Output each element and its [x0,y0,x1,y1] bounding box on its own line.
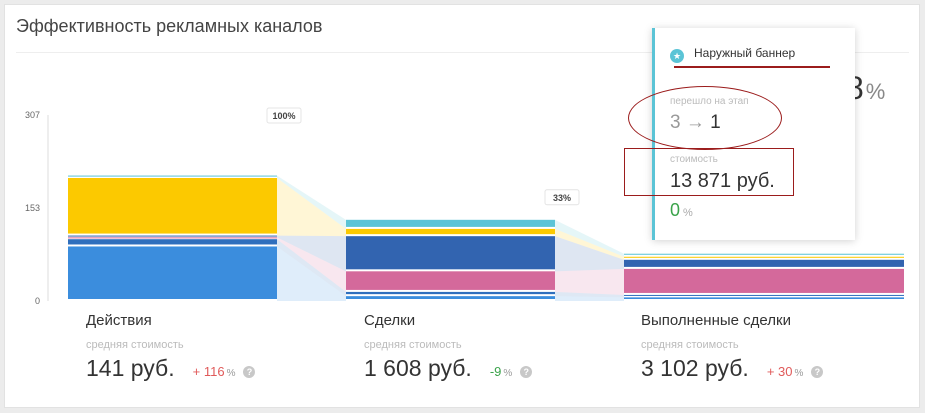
bar-segment [346,228,555,235]
stage-name: Сделки [364,312,416,329]
bar-segment [346,271,555,290]
stage-avg-cost: 141 руб. [86,355,175,381]
stage-sub-label: средняя стоимость [86,339,184,351]
funnel-flow [555,228,624,260]
bar-segment [624,297,904,299]
funnel-flow [277,246,346,301]
bar-segment [68,246,277,299]
bar-segment [624,256,904,258]
stage-actions: Действия средняя стоимость 141 руб. + 116… [86,312,326,382]
tooltip-percent-unit: % [683,207,693,219]
stage-deals: Сделки средняя стоимость 1 608 руб. -9%? [364,312,604,382]
stage-sub-label: средняя стоимость [641,339,739,351]
tooltip-header: ★ Наружный баннер [670,46,795,63]
stage-change: + 30% [767,364,804,379]
title-divider [16,52,909,53]
conversion-label-box [544,189,580,206]
tooltip-channel-name: Наружный баннер [694,46,796,60]
bar-segment [68,235,277,237]
bar-segment [346,219,555,227]
stage-avg-cost: 3 102 руб. [641,355,749,381]
tooltip-cost: 13 871 руб. [670,170,775,192]
stage-change-unit: % [794,368,804,379]
bar-segment [624,294,904,296]
y-tick-label: 153 [25,203,40,213]
annotation-rectangle [624,148,794,196]
help-icon[interactable]: ? [520,366,533,378]
tooltip-percent: 0% [670,200,693,221]
y-tick-label: 0 [35,296,40,306]
bar-segment [624,253,904,255]
stage-name: Действия [86,312,152,329]
annotation-underline [674,66,830,68]
bar-segment [68,175,277,177]
stage-change: -9% [490,364,512,379]
funnel-flow [555,268,624,295]
stage-change-unit: % [226,368,236,379]
funnel-flow [555,219,624,257]
funnel-flow [555,236,624,272]
bar-segment [346,291,555,295]
star-icon: ★ [670,49,684,63]
stage-name: Выполненные сделки [641,312,791,329]
bar-segment [346,236,555,270]
help-icon[interactable]: ? [243,366,256,378]
help-icon[interactable]: ? [811,366,824,378]
bar-segment [68,178,277,234]
funnel-flow [277,235,346,272]
bar-segment [624,259,904,267]
bar-segment [68,237,277,239]
bar-segment [346,296,555,299]
funnel-flow [555,291,624,298]
stage-change-value: + 116 [192,364,225,379]
conversion-percent-unit: % [865,79,886,104]
tooltip-cost-label: стоимость [670,154,718,165]
conversion-label-box [266,107,302,124]
funnel-flow [277,239,346,297]
funnel-flow [277,178,346,237]
stage-completed-deals: Выполненные сделки средняя стоимость 3 1… [641,312,881,382]
page-title: Эффективность рекламных каналов [16,16,323,36]
stage-avg-cost: 1 608 руб. [364,355,472,381]
bar-segment [624,268,904,293]
funnel-flow [277,175,346,229]
funnel-flow [277,237,346,292]
stage-sub-label: средняя стоимость [364,339,462,351]
conversion-label: 100% [272,111,295,121]
stage-change-value: -9 [489,364,502,379]
tooltip-percent-value: 0 [670,200,681,220]
annotation-ellipse [628,86,782,150]
y-tick-label: 307 [25,110,40,120]
funnel-flow [555,296,624,301]
bar-segment [68,239,277,245]
stage-change-value: + 30 [766,364,793,379]
stage-change-unit: % [503,368,513,379]
stage-change: + 116% [193,364,236,379]
conversion-label: 33% [553,193,571,203]
